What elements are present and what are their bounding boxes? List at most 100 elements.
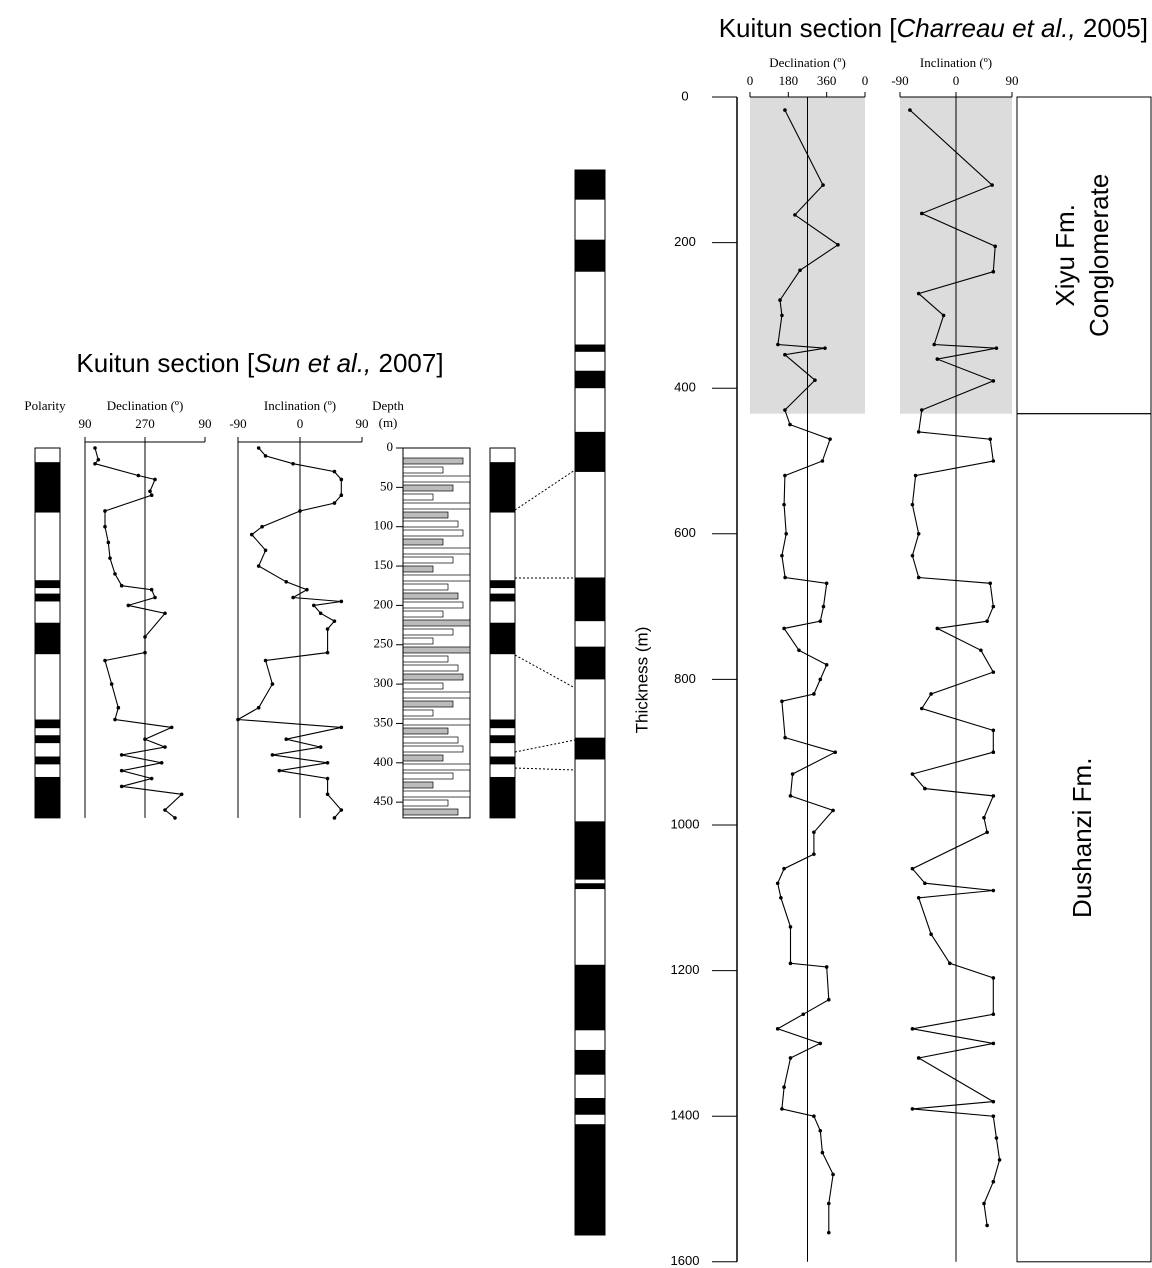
lithology-bed [402,637,434,645]
data-point [783,735,787,740]
normal-polarity [35,735,60,744]
y-tick-label: 800 [674,671,696,686]
data-point [325,776,330,781]
y-tick-label: 400 [374,754,394,769]
data-point [256,564,261,568]
data-point [775,1027,780,1031]
data-point [169,725,174,730]
lithology-bed [402,556,454,564]
formation-label: Xiyu Fm. [1050,204,1080,307]
data-point [910,772,915,776]
data-point [916,896,921,900]
data-point [818,1041,823,1046]
title-part: 2005] [1076,13,1148,43]
data-point [923,881,927,886]
data-point [119,768,124,773]
data-point [991,269,996,274]
lithology-bed [402,583,449,591]
data-point [982,1201,986,1206]
y-tick-label: 200 [374,596,394,611]
x-tick-label: 0 [747,73,754,88]
lithology-bed [402,790,471,798]
y-tick-label: 0 [387,439,394,454]
lithology-bed [402,529,464,537]
y-tick-label: 350 [374,714,394,729]
data-point [826,997,831,1002]
data-point [126,603,131,608]
lithology-bed [402,601,464,609]
formation-label: Conglomerate [1084,174,1114,337]
data-point [108,556,112,560]
lithology-bed [402,718,471,726]
data-point [823,346,827,350]
lithology-bed [402,628,454,636]
x-axis-label: Declination (º) [769,55,846,70]
section-title: Kuitun section [Charreau et al., 2005] [719,13,1148,43]
tie-line [514,767,576,771]
data-point [103,524,107,529]
normal-polarity [575,577,605,622]
normal-polarity [575,239,605,272]
data-point [947,961,952,966]
data-point [788,961,793,966]
data-point [979,648,983,653]
y-tick-label: 450 [374,793,394,808]
data-point [994,1136,999,1140]
normal-polarity [35,462,60,513]
data-point [991,1012,996,1017]
normal-polarity [490,719,515,729]
lithology-bed [402,493,434,501]
title-part: Charreau et al., [896,13,1075,43]
lithology-bed [402,466,444,474]
data-point [997,1158,1002,1162]
data-point [812,852,816,856]
normal-polarity [35,719,60,729]
data-point [788,1056,793,1060]
data-point [780,553,784,558]
lithology-bed [402,727,449,735]
y-tick-label: 50 [380,478,393,493]
data-point [929,692,933,696]
data-point [991,750,996,754]
data-point [935,357,940,361]
data-point [780,699,784,704]
data-point [916,1056,921,1060]
x-tick-label: 0 [953,73,960,88]
lithology-bed [402,691,471,699]
data-point [910,553,915,558]
data-point [339,725,344,730]
data-point [119,753,124,757]
data-point [784,532,789,536]
lithology-bed [402,763,471,771]
data-point [782,1085,786,1089]
data-point [263,548,268,553]
x-axis-label: Declination (º) [107,398,184,413]
normal-polarity [575,370,605,389]
data-point [913,473,918,478]
data-point [284,737,289,741]
data-point [821,183,825,187]
title-part: Kuitun section [ [719,13,898,43]
data-point [783,408,787,412]
section-title: Kuitun section [Sun et al., 2007] [76,348,443,378]
data-point [801,1012,806,1017]
normal-polarity [35,593,60,602]
data-point [119,583,124,588]
lithology-bed [402,538,444,546]
lithology-bed [402,754,444,762]
data-point [103,658,107,663]
data-point [783,108,787,112]
data-point [985,830,989,835]
data-point [788,925,793,929]
data-point [163,808,167,812]
data-point [778,298,782,302]
lithology-bed [402,457,464,465]
normal-polarity [575,1049,605,1075]
y-tick-label: 1400 [671,1108,700,1123]
normal-polarity [575,1098,605,1115]
x-tick-label: 0 [862,73,869,88]
data-point [249,532,254,537]
data-point [153,595,157,600]
data-point [782,502,786,507]
